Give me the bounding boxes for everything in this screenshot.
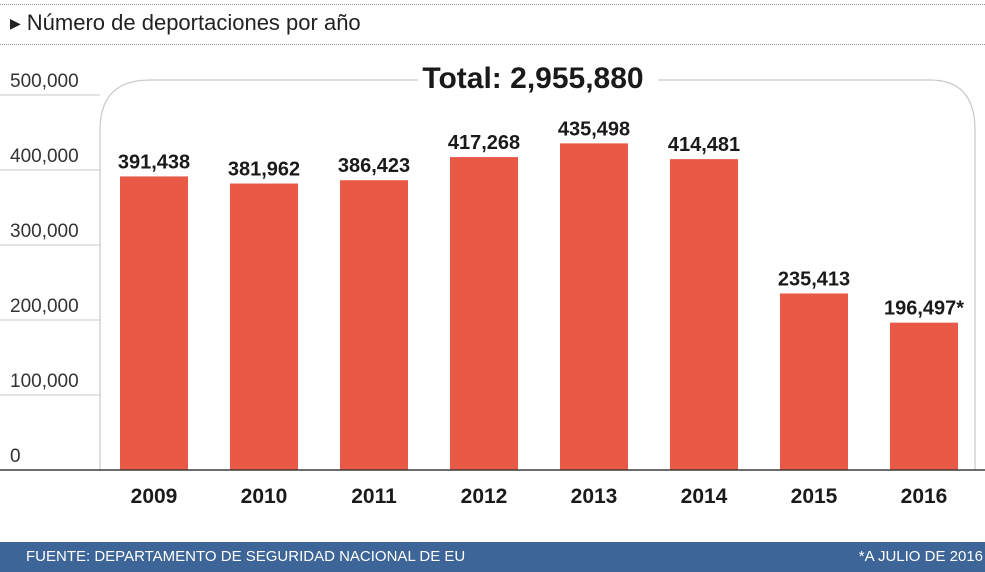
x-tick-label-2010: 2010: [241, 485, 288, 508]
x-tick-label-2013: 2013: [571, 485, 618, 508]
y-tick-label: 100,000: [10, 371, 79, 392]
bar-2013: [560, 143, 628, 470]
x-tick-label-2009: 2009: [131, 485, 178, 508]
top-divider: [0, 4, 985, 5]
total-label: Total: 2,955,880: [422, 62, 643, 95]
value-label-2009: 391,438: [118, 151, 190, 173]
x-tick-label-2012: 2012: [461, 485, 508, 508]
bar-2010: [230, 183, 298, 470]
x-tick-label-2016: 2016: [901, 485, 948, 508]
gridlines: 0 100,000 200,000 300,000 400,000 500,000: [0, 71, 100, 467]
x-tick-label-2014: 2014: [681, 485, 728, 508]
triangle-bullet-icon: ▶: [10, 15, 21, 31]
bar-2011: [340, 180, 408, 471]
source-text: FUENTE: DEPARTAMENTO DE SEGURIDAD NACION…: [26, 548, 466, 565]
y-tick-label: 200,000: [10, 296, 79, 317]
chart-title: Número de deportaciones por año: [26, 10, 361, 35]
bar-2015: [780, 293, 848, 470]
bar-2009: [120, 176, 188, 470]
value-label-2013: 435,498: [558, 118, 630, 140]
y-tick-label: 400,000: [10, 146, 79, 167]
footer-bar: FUENTE: DEPARTAMENTO DE SEGURIDAD NACION…: [0, 542, 985, 572]
y-tick-label: 0: [10, 446, 21, 467]
chart-header: ▶ Número de deportaciones por año: [10, 10, 361, 36]
value-label-2010: 381,962: [228, 159, 300, 181]
footnote-text: *A JULIO DE 2016: [858, 548, 983, 565]
x-tick-label-2011: 2011: [351, 485, 397, 508]
bar-2012: [450, 157, 518, 470]
header-divider: [0, 44, 985, 45]
y-tick-label: 300,000: [10, 221, 79, 242]
bar-2014: [670, 159, 738, 470]
value-label-2011: 386,423: [338, 155, 410, 177]
bar-chart: Total: 2,955,880 0 100,000 200,000 300,000 4…: [0, 62, 985, 508]
bars: 391,438 2009 381,962 2010 386,423 2011 417,268…: [118, 118, 964, 508]
value-label-2012: 417,268: [448, 132, 520, 154]
y-tick-label: 500,000: [10, 71, 79, 92]
bar-2016: [890, 322, 958, 470]
value-label-2014: 414,481: [668, 134, 740, 156]
value-label-2015: 235,413: [778, 268, 850, 290]
chart-frame: [99, 79, 976, 470]
value-label-2016: 196,497*: [884, 298, 964, 320]
x-tick-label-2015: 2015: [791, 485, 838, 508]
